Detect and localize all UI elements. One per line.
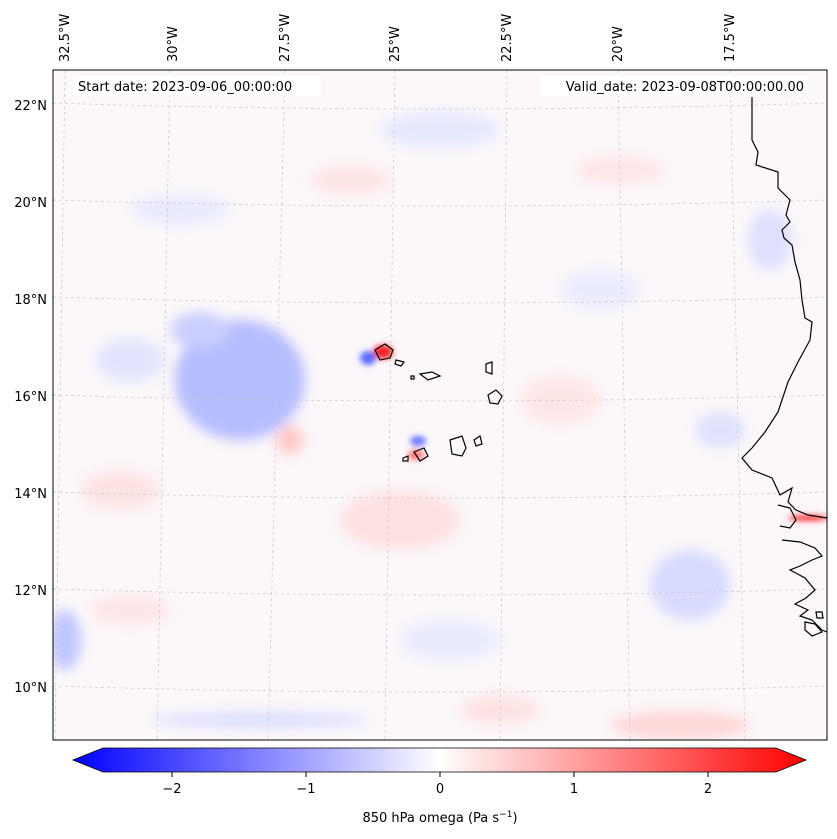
africa-coastline [781, 539, 827, 633]
gridline-lon [267, 70, 286, 740]
omega-positive-region [575, 156, 665, 184]
map-panel: Start date: 2023-09-06_00:00:00 Valid_da… [52, 69, 828, 741]
omega-field-blobs [53, 112, 827, 739]
omega-negative-region [150, 712, 370, 728]
omega-negative-region [695, 412, 745, 448]
lon-label: 25°W [388, 26, 403, 62]
omega-positive-region [80, 470, 160, 510]
lon-label: 30°W [166, 26, 181, 62]
omega-negative-region [380, 112, 500, 148]
omega-positive-region [520, 375, 600, 425]
gridline-lat [53, 296, 827, 304]
lon-label: 17.5°W [723, 14, 738, 62]
omega-negative-region [170, 312, 230, 348]
gridline-lat [53, 588, 827, 596]
island-sal [485, 361, 493, 375]
africa-coastline [777, 504, 797, 529]
gridline-lon [729, 70, 746, 740]
island-sao-nicolau [418, 371, 442, 381]
colorbar-tick-label: −2 [162, 782, 181, 797]
lat-label: 18°N [14, 293, 47, 308]
lat-label: 16°N [14, 390, 47, 405]
latitude-labels: 22°N 20°N 18°N 16°N 14°N 12°N 10°N [14, 99, 47, 696]
lat-label: 20°N [14, 196, 47, 211]
colorbar-label: 850 hPa omega (Pa s−1) [362, 810, 517, 826]
island-brava [402, 455, 409, 462]
gridline-lon [384, 70, 396, 740]
omega-positive-region [610, 711, 750, 739]
gridline-lat [53, 491, 827, 499]
island-boa-vista [487, 389, 503, 405]
colorbar-gradient [71, 747, 808, 773]
omega-negative-region [748, 210, 792, 270]
gridline-lat [53, 685, 827, 693]
island-maio [473, 435, 483, 447]
island-santa-luzia [410, 375, 415, 380]
colorbar: −2 −1 0 1 2 850 hPa omega (Pa s−1) [71, 747, 808, 826]
omega-positive-region [460, 695, 540, 725]
map-frame [52, 69, 828, 741]
valid-date-label: Valid_date: 2023-09-08T00:00:00.00 [566, 80, 804, 95]
omega-negative-region [560, 270, 640, 310]
colorbar-tick-label: 1 [570, 782, 578, 797]
island-santiago [449, 435, 467, 457]
omega-minimum [360, 351, 376, 365]
africa-coastline [741, 97, 827, 519]
omega-positive-region [310, 165, 390, 195]
omega-negative-region [650, 550, 730, 620]
lon-label: 32.5°W [58, 14, 73, 62]
lat-label: 14°N [14, 487, 47, 502]
lat-label: 10°N [14, 681, 47, 696]
omega-positive-region [276, 426, 304, 454]
gridline-lat [53, 102, 827, 110]
colorbar-tick-label: 2 [704, 782, 712, 797]
omega-positive-region [340, 490, 460, 550]
omega-negative-region [53, 610, 81, 670]
omega-negative-region [130, 195, 230, 225]
longitude-labels: 32.5°W 30°W 27.5°W 25°W 22.5°W 20°W 17.5… [58, 14, 738, 62]
gridline-lat [53, 199, 827, 207]
island-outline [815, 611, 824, 619]
island-sao-vicente [394, 359, 406, 367]
gridline-lon [499, 70, 508, 740]
gridline-lon [617, 70, 631, 740]
colorbar-ticks [171, 772, 709, 777]
lon-label: 22.5°W [500, 14, 515, 62]
lat-label: 22°N [14, 99, 47, 114]
lon-label: 20°W [611, 26, 626, 62]
island-santo-antao [374, 343, 394, 361]
island-fogo [413, 447, 429, 462]
gridline-lon [156, 70, 171, 740]
lat-label: 12°N [14, 584, 47, 599]
gridlines [53, 70, 827, 740]
lon-label: 27.5°W [278, 14, 293, 62]
omega-positive-region [90, 595, 170, 625]
omega-negative-region [95, 338, 165, 382]
omega-negative-region [400, 620, 500, 660]
start-date-label: Start date: 2023-09-06_00:00:00 [78, 80, 292, 95]
colorbar-tick-label: −1 [296, 782, 315, 797]
colorbar-tick-label: 0 [436, 782, 444, 797]
coastline [374, 97, 827, 637]
start-date-box [73, 76, 321, 96]
omega-minimum [410, 436, 426, 446]
gridline-lon [54, 70, 66, 740]
valid-date-box [540, 76, 808, 96]
island-outline [804, 621, 824, 637]
gridline-lat [53, 394, 827, 402]
omega-negative-region [175, 320, 305, 440]
